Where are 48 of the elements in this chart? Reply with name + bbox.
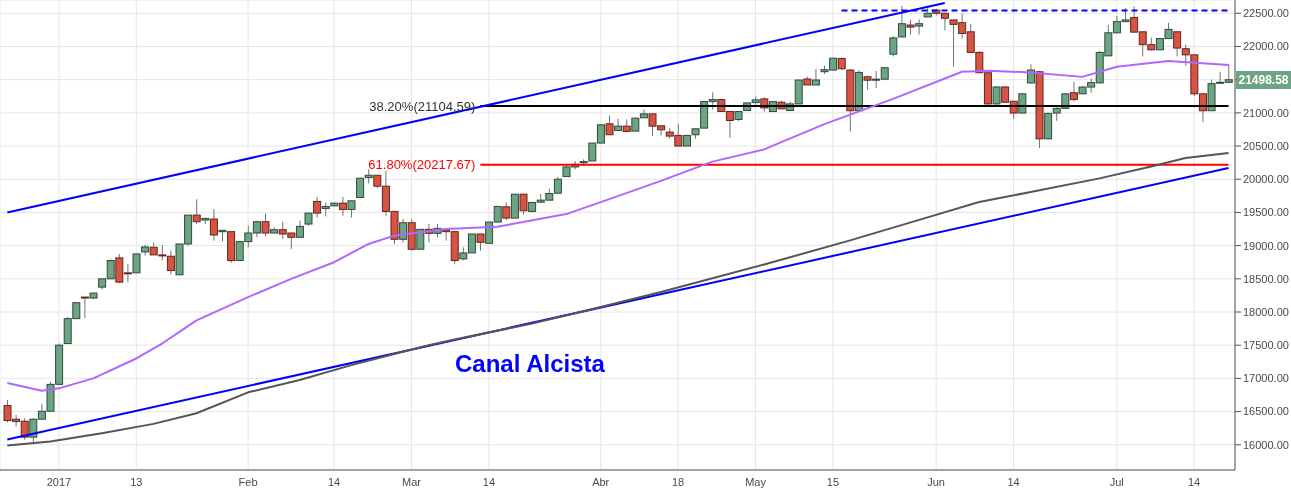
candlestick [80,296,89,319]
y-tick-label: 18000.00 [1243,305,1289,318]
y-tick-label: 19000.00 [1243,239,1289,252]
y-tick-label: 22500.00 [1243,7,1289,20]
y-tick-label: 21000.00 [1243,106,1289,119]
candlestick [510,193,519,219]
candlestick [192,198,201,225]
x-tick-label: Mar [402,475,422,488]
candlestick [132,253,141,274]
candlestick [811,68,820,86]
line-series [6,59,1230,392]
candlestick [338,196,347,217]
candlestick [1018,93,1027,115]
candlestick [614,118,623,132]
y-tick-label: 22000.00 [1243,40,1289,53]
x-tick-label: Jun [927,475,946,488]
y-tick-label: 17000.00 [1243,372,1289,385]
y-tick-label: 16000.00 [1243,438,1289,451]
candlestick [313,196,322,218]
y-tick-label: 20000.00 [1243,173,1289,186]
y-tick-label: 18500.00 [1243,272,1289,285]
x-tick-label: May [745,475,767,488]
y-tick-label: 20500.00 [1243,139,1289,152]
candlestick [209,208,218,242]
candlestick [1069,81,1078,103]
candlestick [992,85,1001,106]
candlestick [605,115,614,136]
x-tick-label: 14 [1188,475,1201,488]
candlestick [915,18,924,36]
x-tick-label: Abr [592,475,610,488]
candlestick [261,212,270,237]
y-tick-label: 17500.00 [1243,339,1289,352]
y-tick-label: 19500.00 [1243,206,1289,219]
series-label: 61.80%(20217.67) [368,157,476,173]
annotation: Canal Alcista [455,350,605,378]
y-tick-label: 16500.00 [1243,405,1289,418]
x-tick-label: 14 [1007,475,1020,488]
x-tick-label: 14 [482,475,496,488]
x-tick-label: Jul [1109,475,1124,488]
candlestick [519,193,528,216]
x-tick-label: 2017 [46,475,72,488]
x-tick-label: 14 [327,475,341,488]
series-label: 38.20%(21104.59) [369,98,476,114]
text: 21498.58 [1236,70,1291,89]
x-tick-label: 13 [130,475,143,488]
x-tick-label: 15 [826,475,840,488]
x-tick-label: 18 [672,475,685,488]
x-tick-label: Feb [238,475,258,488]
